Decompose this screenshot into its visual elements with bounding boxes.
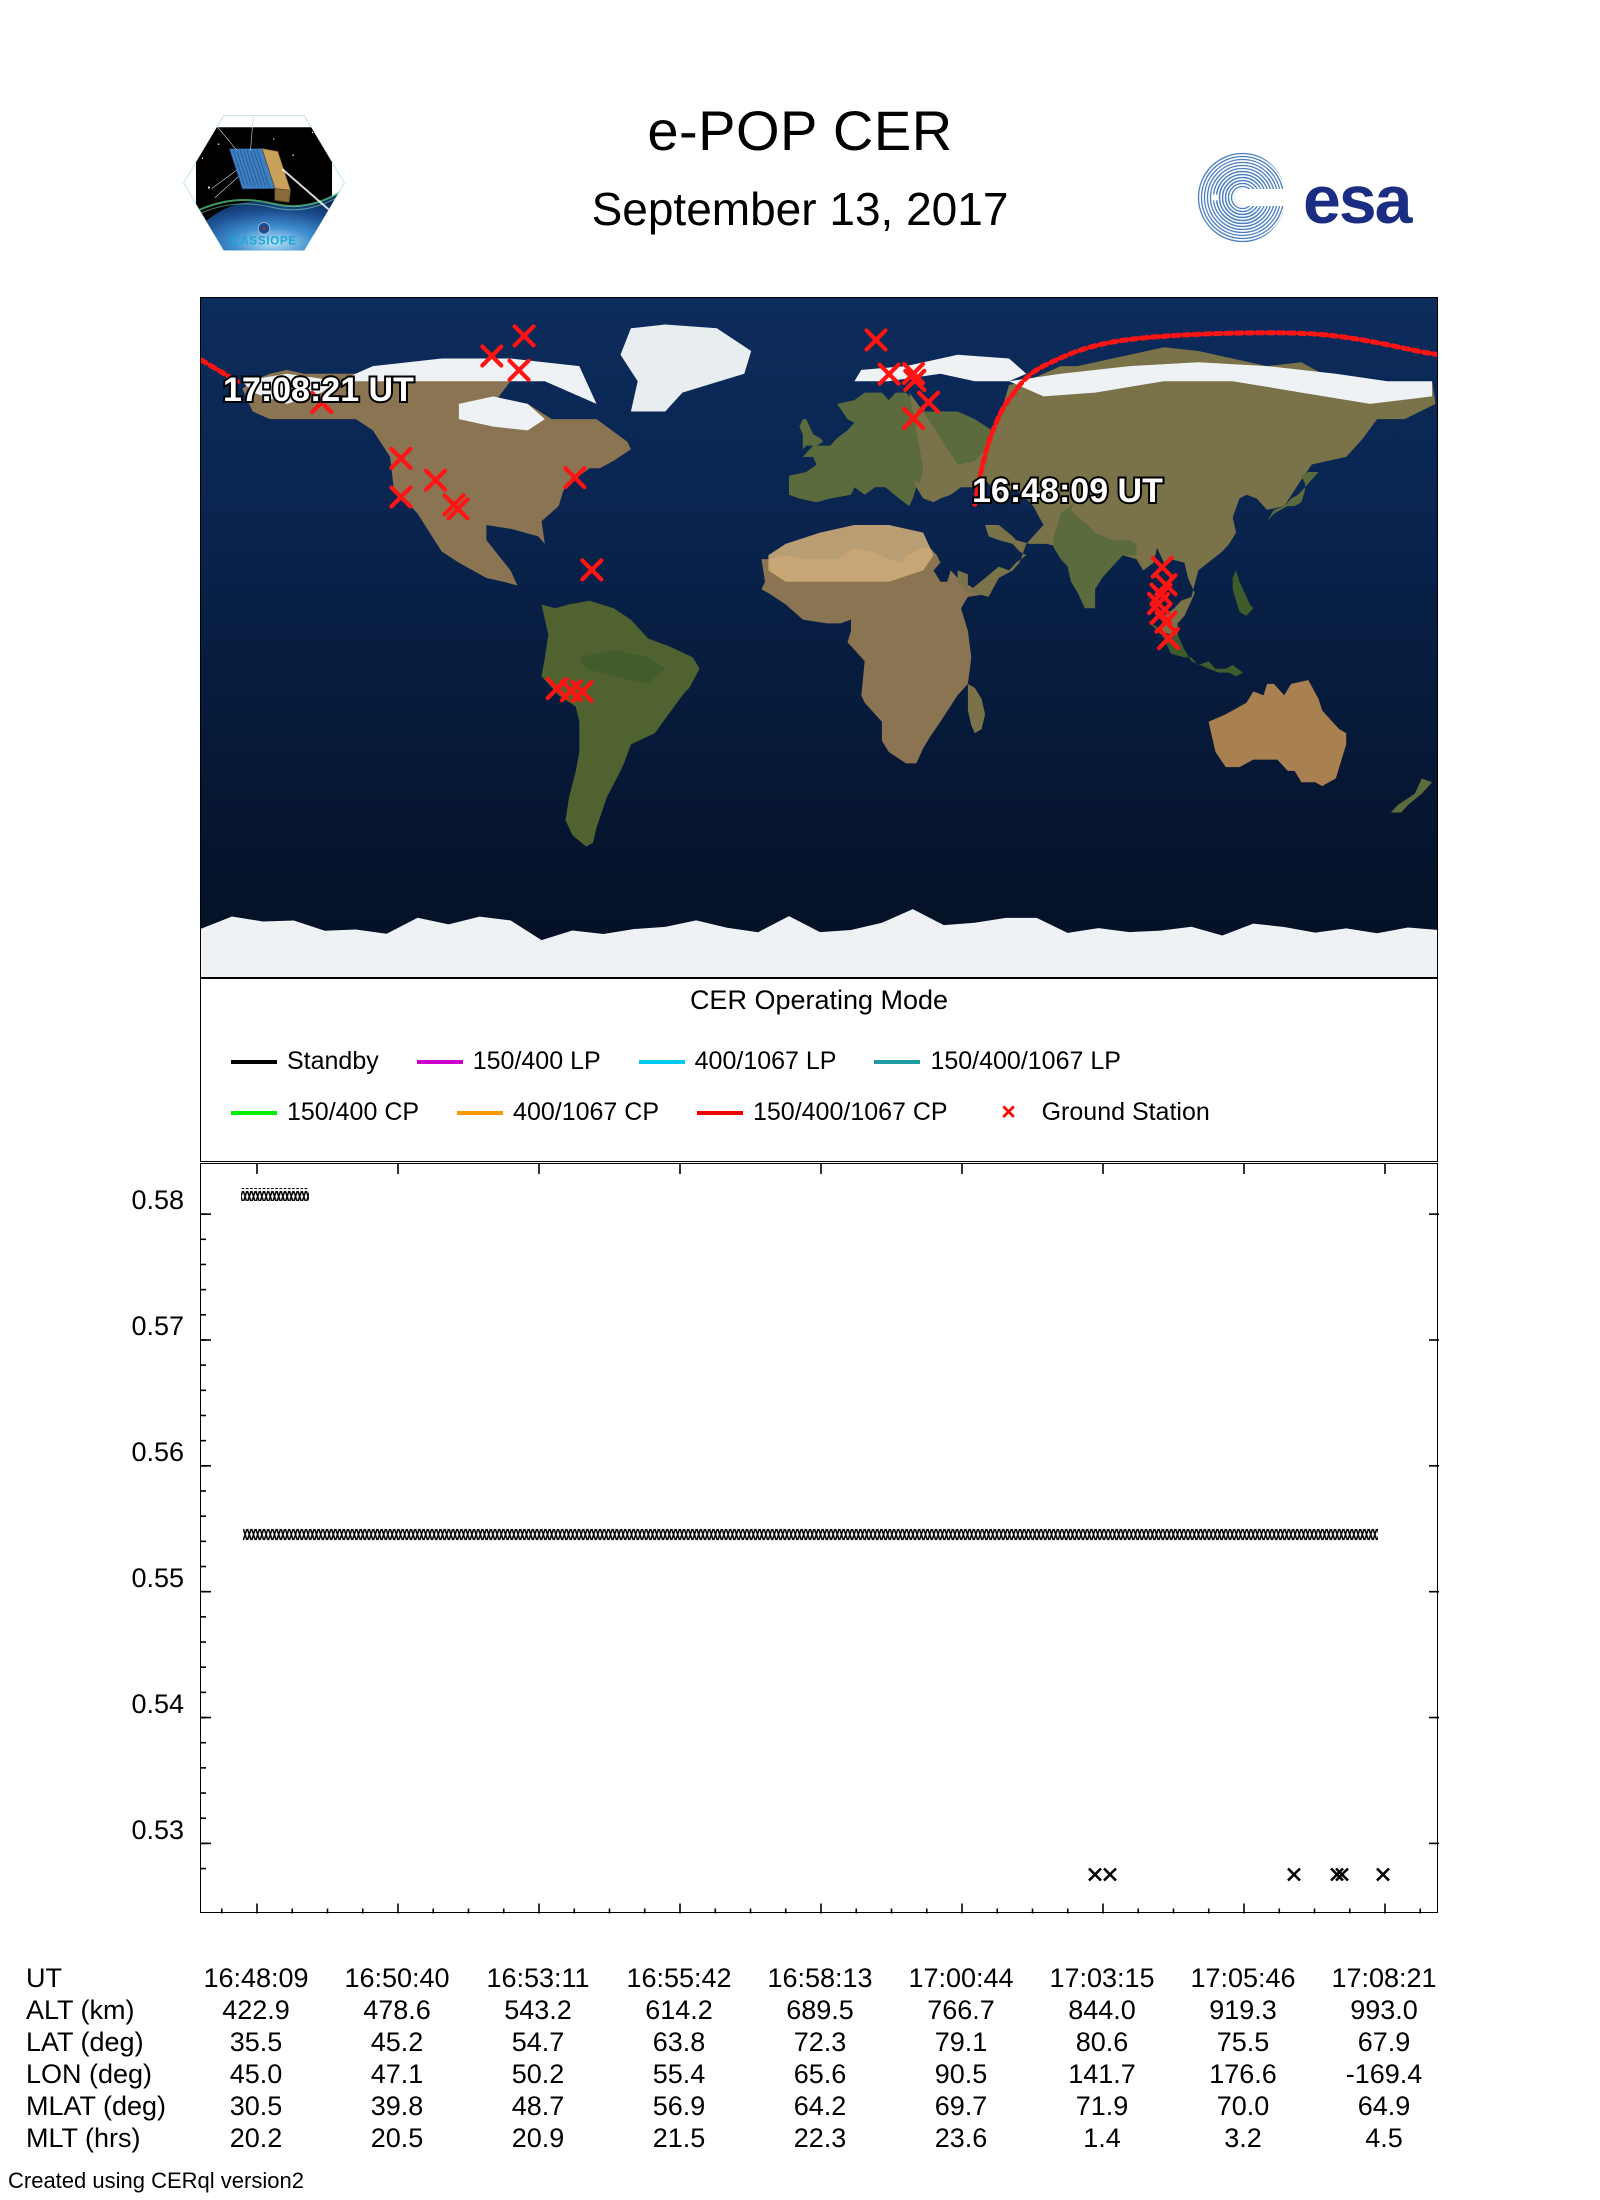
svg-text:17:08:21 UT: 17:08:21 UT bbox=[223, 371, 414, 409]
svg-text:esa: esa bbox=[1303, 162, 1414, 238]
svg-text:16:48:09 UT: 16:48:09 UT bbox=[972, 472, 1163, 510]
svg-text:CASSIOPE: CASSIOPE bbox=[231, 235, 296, 248]
